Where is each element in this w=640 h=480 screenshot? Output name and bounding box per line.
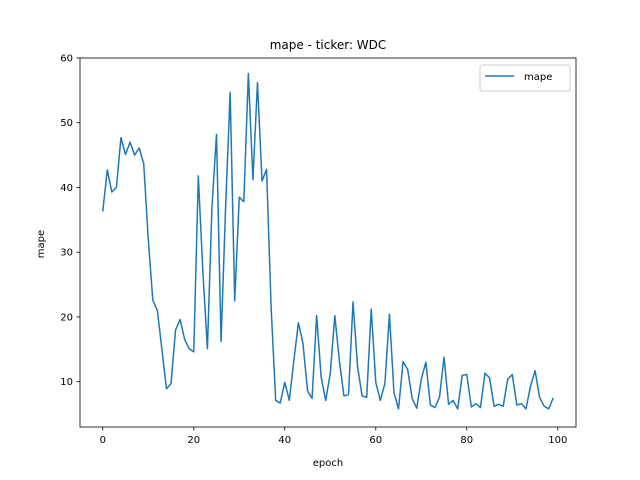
series-line-mape	[102, 72, 554, 410]
y-tick-label: 60	[60, 54, 73, 65]
x-tick-label: 80	[460, 435, 473, 446]
axes-frame	[79, 57, 577, 428]
x-tick-label: 40	[278, 435, 291, 446]
x-tick-label: 20	[187, 435, 200, 446]
plot-area: 0 20 40 60 80 100 10 20 30 40 50 60	[60, 54, 577, 446]
legend-label: mape	[524, 72, 552, 83]
y-axis-label: mape	[36, 230, 47, 258]
chart-title: mape - ticker: WDC	[270, 38, 387, 52]
x-axis-label: epoch	[313, 458, 343, 469]
y-tick-label: 10	[60, 377, 73, 388]
y-tick-label: 20	[60, 312, 73, 323]
legend-box	[479, 64, 571, 92]
x-tick-label: 100	[548, 435, 567, 446]
y-tick-label: 50	[60, 118, 73, 129]
legend: mape	[479, 64, 571, 92]
y-tick-label: 30	[60, 248, 73, 259]
y-tick-label: 40	[60, 183, 73, 194]
x-tick-label: 60	[369, 435, 382, 446]
x-tick-label: 0	[100, 435, 106, 446]
